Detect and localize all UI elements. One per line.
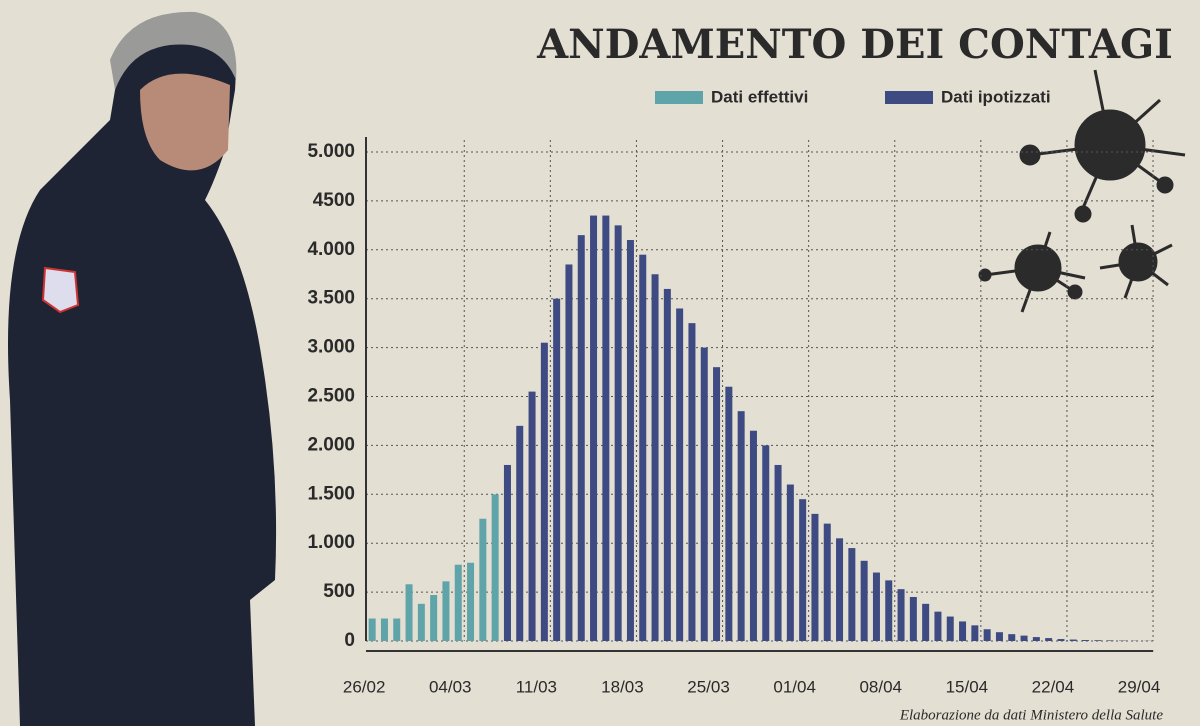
bar (725, 386, 733, 641)
bar (995, 632, 1003, 641)
virus-icons (978, 69, 1186, 313)
bar (651, 274, 659, 641)
y-tick-label: 3.000 (307, 337, 355, 358)
bar (1069, 639, 1077, 641)
x-tick-label: 15/04 (946, 677, 989, 696)
bar (1032, 637, 1040, 641)
bar (737, 411, 745, 641)
bar (430, 595, 438, 641)
bar (971, 625, 979, 641)
bar (872, 572, 880, 641)
bar (836, 538, 844, 641)
x-tick-label: 29/04 (1118, 677, 1161, 696)
bar (823, 523, 831, 641)
bar (1045, 638, 1053, 641)
bar (762, 445, 770, 641)
bar (602, 215, 610, 641)
bar (467, 562, 475, 641)
y-tick-label: 2.500 (307, 386, 355, 407)
bar (540, 342, 548, 641)
legend-swatch (655, 91, 703, 104)
bar (553, 298, 561, 641)
bar (528, 391, 536, 641)
bar (799, 499, 807, 641)
y-tick-label: 5.000 (307, 141, 355, 162)
bar (368, 618, 376, 641)
bar (700, 347, 708, 641)
bar (614, 225, 622, 641)
y-tick-label: 4500 (313, 190, 355, 211)
bar (393, 618, 401, 641)
bar (811, 513, 819, 641)
x-tick-label: 26/02 (343, 677, 386, 696)
bar (909, 596, 917, 641)
bar (676, 308, 684, 641)
bar (749, 430, 757, 641)
bar (848, 548, 856, 641)
y-tick-label: 1.000 (307, 532, 355, 553)
bar (1020, 635, 1028, 641)
y-tick-label: 1.500 (307, 483, 355, 504)
bar (688, 323, 696, 641)
x-tick-label: 18/03 (601, 677, 644, 696)
bar (1057, 639, 1065, 641)
bar (1094, 640, 1102, 641)
y-tick-label: 500 (323, 581, 355, 602)
legend-label: Dati effettivi (711, 87, 808, 106)
x-tick-label: 01/04 (773, 677, 816, 696)
bar (491, 494, 499, 641)
bar (1106, 640, 1114, 641)
bar (897, 589, 905, 641)
y-tick-label: 2.000 (307, 434, 355, 455)
bar (380, 618, 388, 641)
x-tick-label: 11/03 (516, 677, 557, 696)
x-tick-label: 04/03 (429, 677, 472, 696)
bar (454, 564, 462, 641)
bar (983, 629, 991, 641)
bar (959, 621, 967, 641)
bar (786, 484, 794, 641)
bar (577, 235, 585, 641)
x-tick-label: 22/04 (1032, 677, 1075, 696)
bar (565, 264, 573, 641)
photo-person (8, 11, 277, 726)
bar (479, 518, 487, 641)
bar (946, 616, 954, 641)
x-tick-label: 08/04 (859, 677, 902, 696)
bar (626, 240, 634, 641)
bar (442, 581, 450, 641)
bar (885, 580, 893, 641)
bar (663, 288, 671, 641)
y-tick-label: 0 (344, 630, 355, 651)
bar (590, 215, 598, 641)
source-note: Elaborazione da dati Ministero della Sal… (899, 707, 1164, 723)
legend-swatch (885, 91, 933, 104)
bar (516, 425, 524, 641)
bar (713, 367, 721, 641)
bar (1082, 640, 1090, 641)
chart-title: ANDAMENTO DEI CONTAGI (536, 21, 1173, 68)
bar (503, 464, 511, 641)
bar (934, 611, 942, 641)
x-tick-label: 25/03 (687, 677, 730, 696)
bar (417, 603, 425, 641)
y-tick-label: 4.000 (307, 239, 355, 260)
bar (639, 254, 647, 641)
legend-label: Dati ipotizzati (941, 87, 1051, 106)
bar (405, 584, 413, 641)
y-tick-label: 3.500 (307, 288, 355, 309)
bar (1008, 634, 1016, 641)
bar (860, 560, 868, 641)
bar (774, 464, 782, 641)
bar (922, 603, 930, 641)
